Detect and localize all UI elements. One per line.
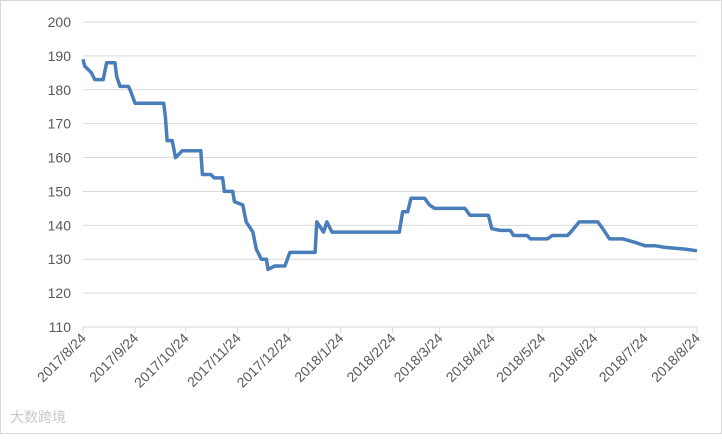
line-series (81, 58, 698, 272)
y-tick-label: 150 (48, 183, 72, 199)
y-tick-label: 110 (49, 319, 72, 335)
y-tick-label: 200 (48, 14, 72, 30)
y-tick-label: 170 (48, 116, 72, 132)
y-tick-label: 120 (48, 285, 72, 301)
y-tick-label: 190 (48, 48, 72, 64)
watermark: 大数跨境 (10, 409, 66, 425)
y-tick-label: 130 (48, 251, 72, 267)
y-tick-label: 140 (48, 217, 72, 233)
y-tick-label: 180 (48, 82, 72, 98)
y-tick-label: 160 (48, 150, 72, 166)
